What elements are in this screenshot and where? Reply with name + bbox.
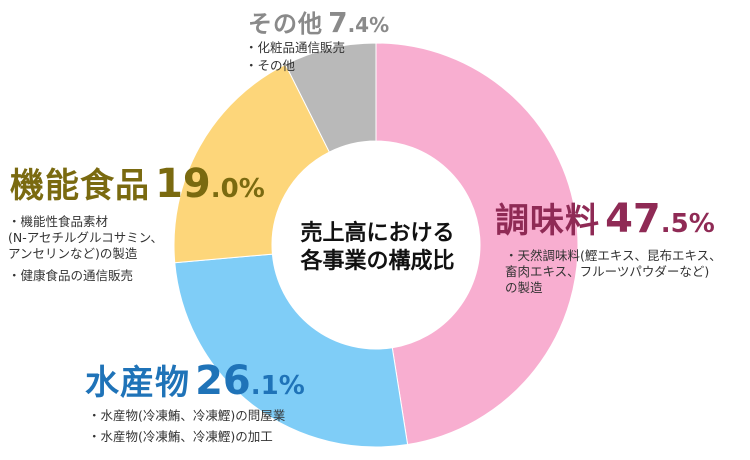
label-other-dec: .4: [347, 13, 370, 37]
label-seasoning: 調味料 47.5%: [495, 193, 715, 242]
notes-functional-food: 機能性食品素材 (N-アセチルグルコサミン、 アンセリンなど)の製造 健康食品の…: [8, 214, 163, 290]
center-label-line-2: 各事業の構成比: [300, 249, 455, 274]
label-seasoning-dec: .5: [660, 209, 689, 239]
note-other-2: その他: [245, 58, 345, 74]
note-functional-2: 健康食品の通信販売: [8, 268, 163, 284]
label-seasoning-pct: %: [688, 209, 715, 239]
donut-hole: [272, 141, 480, 349]
center-label-line-1: 売上高における: [300, 221, 455, 246]
label-marine-name: 水産物: [85, 363, 190, 403]
label-marine-dec: .1: [250, 371, 279, 401]
note-seasoning-1: 天然調味料(鰹エキス、昆布エキス、 畜肉エキス、フルーツパウダーなど) の製造: [505, 248, 722, 296]
label-other: その他 7.4%: [248, 4, 389, 39]
label-functional-int: 19: [155, 161, 211, 207]
center-label: 売上高における 各事業の構成比: [290, 220, 465, 276]
note-other-1: 化粧品通信販売: [245, 40, 346, 56]
note-functional-1: 機能性食品素材 (N-アセチルグルコサミン、 アンセリンなど)の製造: [8, 214, 163, 262]
label-other-int: 7: [328, 6, 348, 39]
label-functional-dec: .0: [210, 174, 239, 204]
label-functional-name: 機能食品: [10, 166, 150, 206]
label-marine-pct: %: [278, 371, 305, 401]
label-seasoning-int: 47: [605, 196, 661, 242]
label-functional-pct: %: [238, 174, 265, 204]
note-marine-1: 水産物(冷凍鮪、冷凍鰹)の問屋業: [88, 408, 286, 424]
label-other-name: その他: [248, 10, 323, 38]
notes-marine-products: 水産物(冷凍鮪、冷凍鰹)の問屋業 水産物(冷凍鮪、冷凍鰹)の加工: [88, 408, 286, 450]
notes-seasoning: 天然調味料(鰹エキス、昆布エキス、 畜肉エキス、フルーツパウダーなど) の製造: [505, 248, 722, 302]
label-seasoning-name: 調味料: [495, 201, 600, 241]
note-marine-2: 水産物(冷凍鮪、冷凍鰹)の加工: [88, 429, 285, 445]
label-functional-food: 機能食品 19.0%: [10, 158, 265, 207]
label-marine-products: 水産物 26.1%: [85, 355, 305, 404]
label-marine-int: 26: [195, 358, 251, 404]
label-other-pct: %: [369, 13, 390, 37]
notes-other: 化粧品通信販売 その他: [245, 40, 346, 76]
